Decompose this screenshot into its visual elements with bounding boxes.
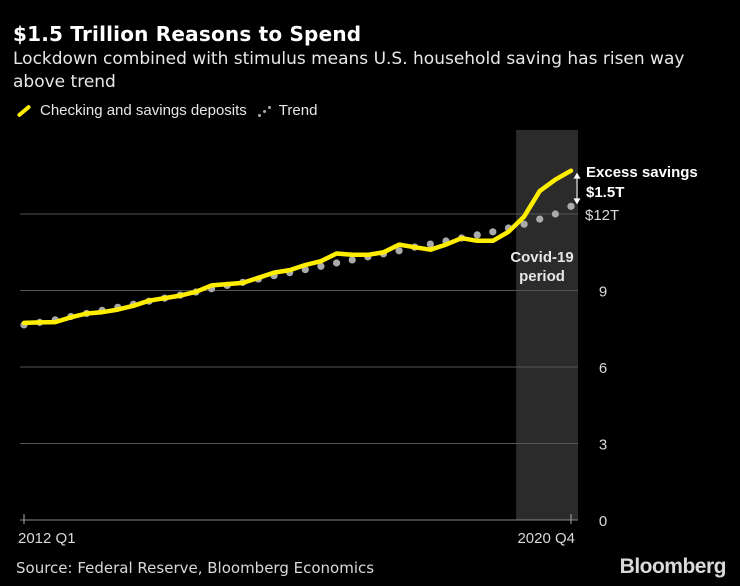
excess-savings-value: $1.5T: [586, 184, 624, 201]
trend-point: [348, 256, 356, 264]
chart-title: $1.5 Trillion Reasons to Spend: [13, 22, 362, 46]
trend-point: [520, 220, 528, 228]
covid-period-band: [516, 130, 578, 520]
excess-savings-label: Excess savings: [586, 164, 698, 181]
chart-subtitle: Lockdown combined with stimulus means U.…: [13, 49, 685, 92]
legend-label-deposits: Checking and savings deposits: [40, 102, 247, 119]
trend-point: [536, 215, 544, 223]
trend-point: [551, 210, 559, 218]
trend-point: [395, 247, 403, 255]
legend: Checking and savings deposits Trend: [16, 102, 317, 119]
deposits-line: [21, 168, 574, 326]
y-tick-label: 0: [599, 513, 607, 530]
trend-point: [473, 231, 481, 239]
trend-point: [332, 259, 341, 267]
source-note: Source: Federal Reserve, Bloomberg Econo…: [16, 559, 375, 577]
x-tick-label: 2012 Q1: [18, 530, 76, 547]
y-tick-label: 3: [599, 437, 607, 454]
legend-swatch-trend: [257, 104, 271, 118]
legend-label-trend: Trend: [278, 102, 318, 119]
y-tick-label: 6: [599, 360, 607, 377]
bloomberg-logo: Bloomberg: [619, 555, 727, 578]
covid-label-line2: period: [519, 268, 565, 285]
x-tick-label: 2020 Q4: [517, 530, 575, 547]
y-tick-label: $12T: [585, 207, 619, 224]
trend-point: [567, 202, 575, 210]
trend-point: [317, 262, 325, 270]
excess-arrow-down-icon: [573, 198, 581, 205]
trend-point: [489, 228, 497, 236]
covid-label-line1: Covid-19: [510, 249, 573, 266]
trend-point: [426, 240, 434, 248]
y-tick-label: 9: [599, 284, 607, 301]
excess-arrow-up-icon: [573, 172, 581, 179]
